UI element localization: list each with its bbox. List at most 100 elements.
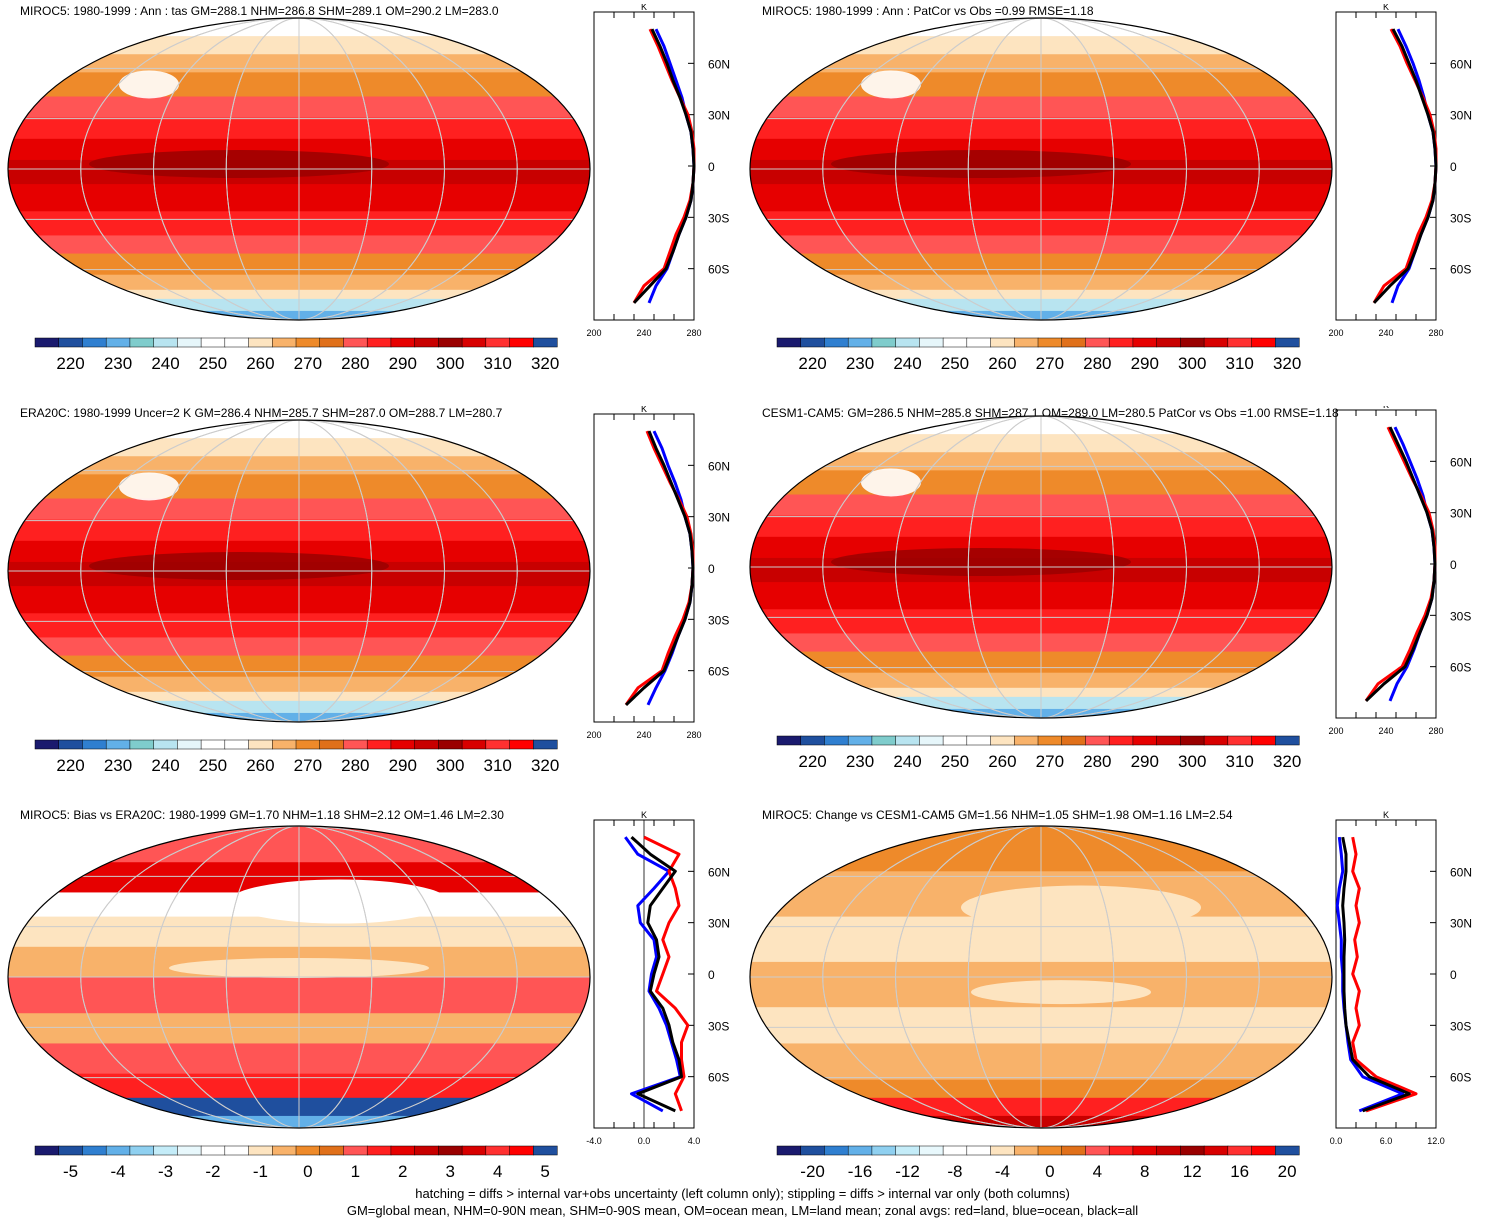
zonal-mean-plot: K 200 240 280 60N 30N 0 30S 60S — [1328, 4, 1472, 338]
colorbar-swatch — [776, 337, 802, 348]
meridian-line — [225, 18, 373, 320]
colorbar-swatch — [1275, 337, 1300, 348]
zonal-unit-label: K — [641, 810, 647, 820]
colorbar-swatch — [1085, 1145, 1110, 1156]
zonal-lat-label: 60S — [1450, 661, 1471, 675]
zonal-frame — [593, 413, 695, 723]
colorbar-swatch — [871, 1145, 897, 1156]
colorbar-swatch — [1251, 735, 1276, 746]
colorbar-swatch — [319, 1145, 345, 1156]
colorbar-swatch — [800, 1145, 826, 1156]
colorbar-swatch — [1014, 1145, 1039, 1156]
colorbar-tick-label: 300 — [1178, 752, 1206, 771]
land-zonal-line — [1364, 426, 1437, 702]
colorbar-tick-label: 230 — [104, 354, 132, 373]
zonal-lat-label: 60S — [1450, 1071, 1471, 1085]
colorbar-tick-label: 310 — [1225, 354, 1253, 373]
colorbar-swatch — [366, 1145, 392, 1156]
zonal-mean-plot: K 200 240 280 60N 30N 0 30S 60S — [1328, 406, 1472, 736]
zonal-xtick-label: 240 — [636, 328, 651, 338]
colorbar-tick-label: -8 — [947, 1162, 962, 1181]
panel-title: MIROC5: 1980-1999 : Ann : tas GM=288.1 N… — [20, 4, 499, 18]
colorbar-swatch — [824, 1145, 849, 1156]
meridian-line — [822, 826, 1260, 1128]
colorbar-swatch — [1132, 337, 1158, 348]
map-field — [750, 416, 1332, 718]
zonal-mean-plot: K 200 240 280 60N 30N 0 30S 60S — [586, 406, 730, 740]
colorbar-swatch — [1132, 1145, 1158, 1156]
colorbar-swatch — [966, 337, 992, 348]
colorbar-swatch — [895, 735, 920, 746]
zonal-lat-label: 30N — [708, 917, 730, 931]
colorbar-swatch — [776, 1145, 802, 1156]
colorbar-tick-label: 240 — [893, 752, 921, 771]
colorbar-tick-label: 240 — [893, 354, 921, 373]
colorbar-swatch — [224, 1145, 250, 1156]
ocean-zonal-line — [624, 836, 682, 1113]
colorbar-tick-label: 260 — [246, 756, 274, 775]
colorbar-tick-label: 240 — [151, 756, 179, 775]
zonal-lat-label: 30S — [708, 211, 729, 225]
panel-3: ERA20C: 1980-1999 Uncer=2 K GM=286.4 NHM… — [0, 406, 742, 806]
colorbar-swatch — [776, 735, 802, 746]
map-border — [7, 17, 591, 321]
colorbar-swatch — [366, 739, 392, 750]
panel-5: MIROC5: Bias vs ERA20C: 1980-1999 GM=1.7… — [0, 808, 742, 1208]
zonal-lat-label: 30S — [1450, 211, 1471, 225]
colorbar: -5 -4 -3 -2 -1 0 1 2 3 4 5 — [34, 1145, 558, 1181]
colorbar-swatch — [1251, 337, 1276, 348]
colorbar-swatch — [1085, 337, 1110, 348]
zonal-lat-label: 0 — [708, 562, 715, 576]
colorbar-swatch — [34, 337, 60, 348]
colorbar-tick-label: 280 — [341, 354, 369, 373]
colorbar-tick-label: 320 — [1273, 354, 1301, 373]
colorbar-tick-label: 270 — [294, 756, 322, 775]
colorbar-tick-label: 230 — [846, 354, 874, 373]
meridian-line — [80, 18, 518, 320]
colorbar-swatch — [919, 735, 944, 746]
warm-pool — [89, 150, 389, 178]
colorbar-tick-label: 3 — [445, 1162, 454, 1181]
panel-2: MIROC5: 1980-1999 : Ann : PatCor vs Obs … — [742, 4, 1484, 404]
colorbar-tick-label: 250 — [199, 354, 227, 373]
colorbar-swatch — [438, 739, 463, 750]
change-region — [961, 885, 1201, 930]
colorbar-tick-label: 16 — [1230, 1162, 1249, 1181]
colorbar-swatch — [343, 337, 368, 348]
meridian-line — [153, 826, 445, 1128]
zonal-lat-label: 60N — [708, 57, 730, 71]
colorbar-swatch — [1203, 337, 1229, 348]
colorbar-swatch — [366, 337, 392, 348]
map-field — [750, 826, 1332, 1128]
colorbar-swatch — [990, 735, 1015, 746]
colorbar-tick-label: -3 — [158, 1162, 173, 1181]
colorbar-swatch — [272, 1145, 297, 1156]
colorbar-swatch — [343, 1145, 368, 1156]
plateau-cold — [119, 70, 179, 99]
land-zonal-line — [1372, 28, 1438, 304]
panel-title: ERA20C: 1980-1999 Uncer=2 K GM=286.4 NHM… — [20, 406, 503, 420]
zonal-lat-label: 30N — [708, 511, 730, 525]
map-border — [7, 419, 591, 723]
colorbar-swatch — [177, 1145, 202, 1156]
zonal-lat-label: 60N — [1450, 865, 1472, 879]
colorbar-tick-label: 280 — [341, 756, 369, 775]
zonal-xtick-label: 240 — [1378, 726, 1393, 736]
colorbar-swatch — [82, 337, 107, 348]
colorbar-tick-label: 12 — [1183, 1162, 1202, 1181]
all-zonal-line — [1372, 28, 1438, 304]
colorbar-tick-label: 0 — [1045, 1162, 1054, 1181]
colorbar-swatch — [1108, 1145, 1134, 1156]
colorbar-swatch — [1037, 1145, 1063, 1156]
zonal-xtick-label: 0.0 — [638, 1136, 651, 1146]
colorbar-swatch — [461, 1145, 487, 1156]
all-zonal-line — [1364, 426, 1437, 702]
colorbar-tick-label: 290 — [389, 354, 417, 373]
colorbar-swatch — [942, 1145, 968, 1156]
colorbar-tick-label: 230 — [846, 752, 874, 771]
meridian-line — [967, 826, 1115, 1128]
colorbar-tick-label: 270 — [294, 354, 322, 373]
meridian-line — [80, 420, 518, 722]
colorbar-tick-label: 310 — [483, 756, 511, 775]
colorbar-swatch — [485, 739, 511, 750]
